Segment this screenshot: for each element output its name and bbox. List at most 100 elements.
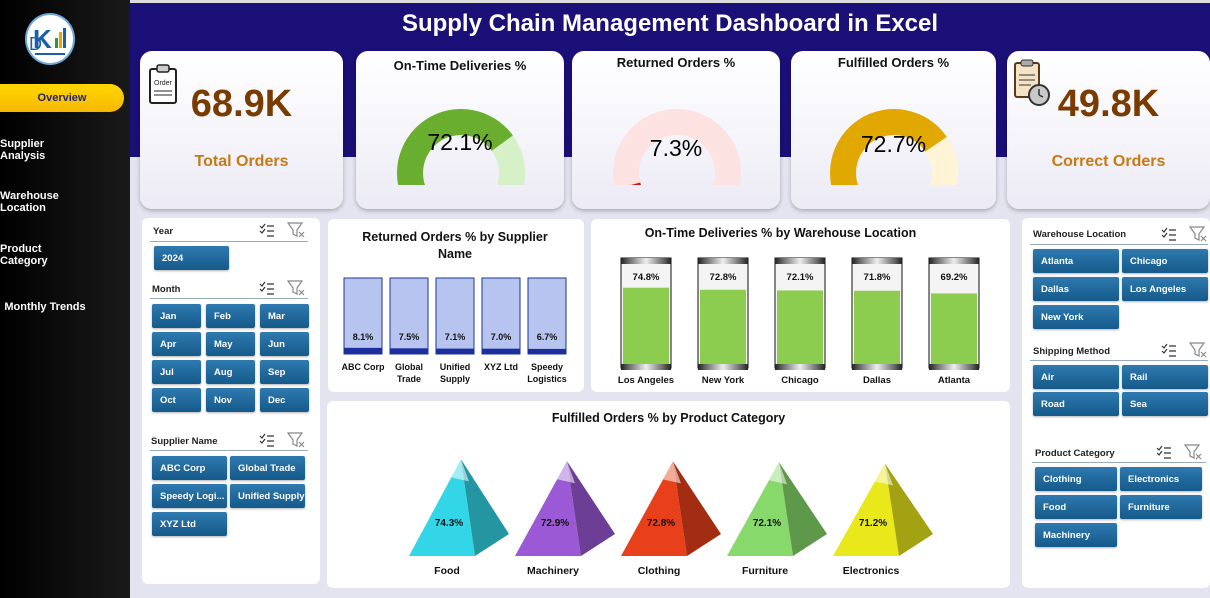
bar [528,348,566,354]
category-label: ABC Corp [342,362,385,372]
supplier-option-unified-supply[interactable]: Unified Supply [230,484,305,508]
pyramid-front [515,461,581,556]
multi-select-icon[interactable] [1161,342,1177,358]
gauge-track [613,109,741,185]
multi-select-icon[interactable] [259,280,275,296]
shipping-slicer-tools [1161,342,1207,358]
warehouse-option-new-york[interactable]: New York [1033,305,1119,329]
kpi-on-time-card: On-Time Deliveries % 72.1% [356,51,564,209]
month-option-jun[interactable]: Jun [260,332,309,356]
category-label: Speedy [531,362,563,372]
nav-product-category[interactable]: Product Category [0,243,48,267]
data-label: 72.9% [541,518,569,529]
warehouse-option-chicago[interactable]: Chicago [1122,249,1208,273]
category-label: Global [395,362,423,372]
logo-icon: K D [29,24,66,55]
category-option-clothing[interactable]: Clothing [1035,467,1117,491]
shipping-slicer-title: Shipping Method [1033,346,1111,357]
multi-select-icon[interactable] [259,222,275,238]
data-label: 72.1% [753,518,781,529]
returned-by-supplier-title: Returned Orders % by Supplier Name [362,230,548,261]
month-option-may[interactable]: May [206,332,255,356]
category-label: Clothing [638,565,681,577]
month-option-mar[interactable]: Mar [260,304,309,328]
warehouse-option-dallas[interactable]: Dallas [1033,277,1119,301]
battery-base [621,364,671,370]
pyramid-front [727,462,793,556]
data-label: 6.7% [537,332,558,342]
supplier-option-xyz-ltd[interactable]: XYZ Ltd [152,512,227,536]
bar [777,290,823,364]
category-label: Machinery [527,565,579,577]
nav-supplier-analysis[interactable]: Supplier Analysis [0,138,46,162]
year-option-2024[interactable]: 2024 [154,246,229,270]
category-label: Atlanta [938,375,971,386]
month-divider [150,298,308,299]
battery-cap [698,258,748,264]
month-option-sep[interactable]: Sep [260,360,309,384]
bar [623,287,669,364]
supplier-option-global-trade[interactable]: Global Trade [230,456,305,480]
battery-base [698,364,748,370]
data-label: 74.8% [633,272,660,283]
data-label: 69.2% [941,272,968,283]
kpi-correct-orders-card: 49.8K Correct Orders [1007,51,1210,209]
supplier-divider [150,450,308,451]
shipping-option-road[interactable]: Road [1033,392,1119,416]
bar [700,289,746,364]
pyramid-side [461,459,509,556]
nav-monthly-trends[interactable]: Monthly Trends [4,301,86,313]
pyramid-highlight [557,461,575,484]
nav-overview[interactable]: Overview [0,84,124,112]
data-label: 72.8% [710,272,737,283]
supplier-option-abc-corp[interactable]: ABC Corp [152,456,227,480]
shipping-option-air[interactable]: Air [1033,365,1119,389]
fulfilled-value: 72.7% [860,131,927,157]
month-option-oct[interactable]: Oct [152,388,201,412]
svg-text:Order: Order [154,80,173,87]
month-option-jan[interactable]: Jan [152,304,201,328]
shipping-divider [1030,360,1208,361]
month-option-jul[interactable]: Jul [152,360,201,384]
clear-filter-icon[interactable] [287,222,305,238]
nav-warehouse-location[interactable]: Warehouse Location [0,190,59,214]
multi-select-icon[interactable] [1161,226,1177,242]
clear-filter-icon[interactable] [1189,226,1207,242]
bar-background [343,277,383,355]
pyramid-side [673,461,721,556]
multi-select-icon[interactable] [259,432,275,448]
pyramid-highlight [769,462,787,485]
bar [436,348,474,354]
multi-select-icon[interactable] [1156,444,1172,460]
month-option-apr[interactable]: Apr [152,332,201,356]
month-option-feb[interactable]: Feb [206,304,255,328]
category-option-furniture[interactable]: Furniture [1120,495,1202,519]
warehouse-slicer-tools [1161,226,1207,242]
supplier-slicer-title: Supplier Name [151,436,218,447]
warehouse-option-los-angeles[interactable]: Los Angeles [1122,277,1208,301]
year-slicer-tools [259,222,305,238]
shipping-option-rail[interactable]: Rail [1122,365,1208,389]
month-option-aug[interactable]: Aug [206,360,255,384]
clear-filter-icon[interactable] [1189,342,1207,358]
category-label: Furniture [742,565,788,577]
battery-base [929,364,979,370]
category-option-food[interactable]: Food [1035,495,1117,519]
data-label: 7.1% [445,332,466,342]
shipping-option-sea[interactable]: Sea [1122,392,1208,416]
category-label: Unified [440,362,471,372]
bar [482,348,520,354]
data-label: 7.0% [491,332,512,342]
category-option-electronics[interactable]: Electronics [1120,467,1202,491]
clear-filter-icon[interactable] [287,280,305,296]
supplier-option-speedy-logi-[interactable]: Speedy Logi... [152,484,227,508]
clear-filter-icon[interactable] [287,432,305,448]
month-option-dec[interactable]: Dec [260,388,309,412]
order-clock-icon [1014,59,1050,106]
warehouse-option-atlanta[interactable]: Atlanta [1033,249,1119,273]
gauge-fill [397,109,513,185]
data-label: 7.5% [399,332,420,342]
month-option-nov[interactable]: Nov [206,388,255,412]
category-option-machinery[interactable]: Machinery [1035,523,1117,547]
clear-filter-icon[interactable] [1184,444,1202,460]
